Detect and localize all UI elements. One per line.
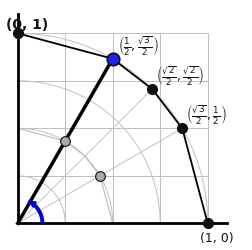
- Text: (0, 1): (0, 1): [6, 18, 49, 32]
- Text: $\left(\frac{1}{2},\frac{\sqrt{3}}{2}\right)$: $\left(\frac{1}{2},\frac{\sqrt{3}}{2}\ri…: [118, 34, 159, 58]
- Text: $\left(\frac{\sqrt{2}}{2},\frac{\sqrt{2}}{2}\right)$: $\left(\frac{\sqrt{2}}{2},\frac{\sqrt{2}…: [156, 65, 204, 88]
- Text: (1, 0): (1, 0): [200, 231, 234, 244]
- Text: $\left(\frac{\sqrt{3}}{2},\frac{1}{2}\right)$: $\left(\frac{\sqrt{3}}{2},\frac{1}{2}\ri…: [186, 104, 227, 127]
